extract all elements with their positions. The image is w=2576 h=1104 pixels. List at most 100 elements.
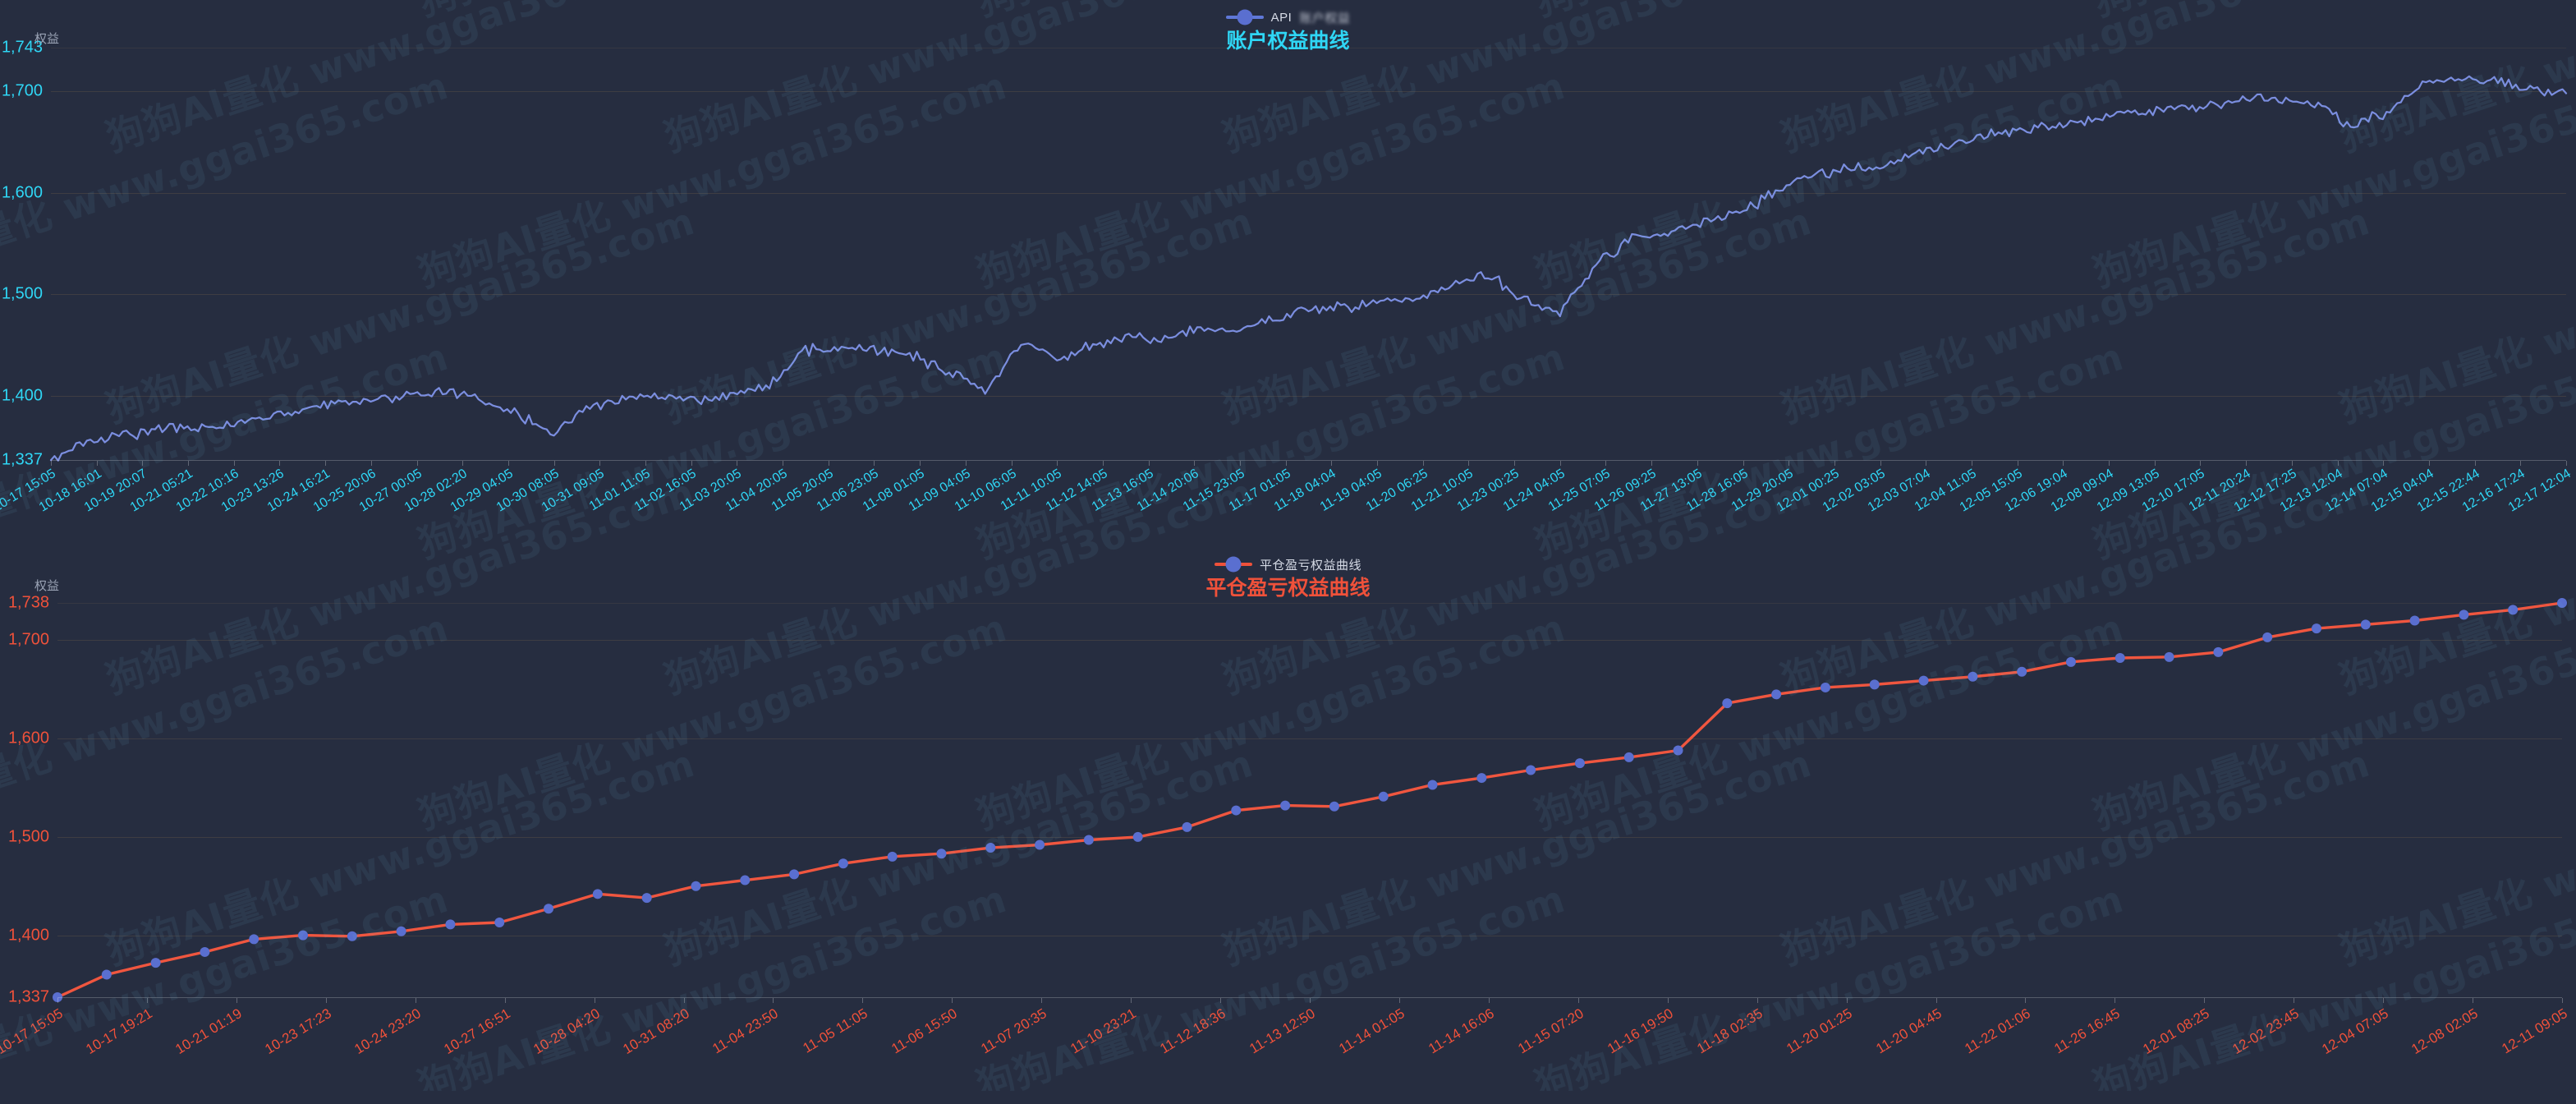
x-axis-tick [1194, 461, 1196, 466]
x-axis-tick [236, 998, 237, 1003]
x-axis-tick [279, 461, 281, 466]
x-axis-tick [1285, 461, 1287, 466]
x-axis-tick [2154, 461, 2156, 466]
x-axis-tick [2383, 998, 2385, 1003]
y-axis-tick-label: 1,600 [7, 729, 49, 748]
x-axis-tick [645, 461, 646, 466]
x-axis-tick [2383, 461, 2385, 466]
x-axis-tick [1239, 461, 1241, 466]
gridline [57, 603, 2562, 604]
x-axis-tick [1935, 998, 1937, 1003]
x-axis-tick [1377, 461, 1379, 466]
x-axis-tick [1331, 461, 1333, 466]
x-axis-tick [325, 461, 327, 466]
x-axis-tick [504, 998, 506, 1003]
x-axis-tick [862, 998, 864, 1003]
series-line-account-equity [49, 75, 2568, 462]
x-axis-tick [325, 998, 327, 1003]
x-axis-tick [1651, 461, 1653, 466]
x-axis-tick [1577, 998, 1579, 1003]
x-axis-tick [2566, 461, 2567, 466]
x-axis-tick [2520, 461, 2522, 466]
x-axis-tick [2204, 998, 2206, 1003]
legend-marker-icon [1214, 563, 1252, 566]
x-axis-tick [1880, 461, 1881, 466]
x-axis-tick [1468, 461, 1470, 466]
series-line-closed-pnl-equity [53, 598, 2567, 1002]
x-axis-tick [1846, 998, 1848, 1003]
y-axis-tick-label: 1,743 [1, 38, 43, 57]
x-axis-tick [1514, 461, 1516, 466]
x-axis-tick [1041, 998, 1043, 1003]
chart-panel-closed-pnl: 平仓盈亏权益曲线 平仓盈亏权益曲线 权益 1,738 1,700 1,600 1,50… [0, 545, 2576, 1091]
legend-label-closed-pnl: 平仓盈亏权益曲线 [1259, 558, 1361, 573]
x-axis-tick [233, 461, 235, 466]
x-axis-tick [1422, 461, 1424, 466]
y-axis-account-equity: 1,743 1,700 1,600 1,500 1,400 1,337 [0, 0, 43, 545]
x-axis-tick [920, 461, 921, 466]
x-axis-tick [2025, 998, 2027, 1003]
x-axis-tick [1605, 461, 1607, 466]
y-axis-tick-label: 1,700 [7, 630, 49, 649]
legend-label-api: API [1270, 10, 1293, 25]
gridline [51, 91, 2566, 93]
x-axis-tick [874, 461, 875, 466]
y-axis-closed-pnl: 1,738 1,700 1,600 1,500 1,400 1,337 [0, 545, 49, 1091]
x-axis-tick [188, 461, 190, 466]
y-axis-tick-label: 1,400 [1, 386, 43, 405]
gridline [57, 640, 2562, 642]
x-axis-tick [370, 461, 372, 466]
x-axis-tick [1667, 998, 1669, 1003]
x-axis-tick [952, 998, 953, 1003]
y-axis-tick-label: 1,500 [7, 827, 49, 846]
y-axis-tick-label: 1,500 [1, 284, 43, 303]
y-axis-tick-label: 1,400 [7, 926, 49, 945]
x-axis-tick [51, 461, 52, 466]
legend-marker-icon [1225, 16, 1264, 19]
x-axis-tick [2063, 461, 2064, 466]
x-axis-tick [1488, 998, 1490, 1003]
gridline [51, 294, 2566, 296]
y-axis-tick-label: 1,738 [7, 593, 49, 612]
x-axis-tick [2474, 461, 2476, 466]
x-axis-tick [599, 461, 601, 466]
x-axis-tick [553, 461, 555, 466]
x-axis-tick [2246, 461, 2248, 466]
x-axis-line [51, 460, 2566, 461]
chart-title-closed-pnl: 平仓盈亏权益曲线 [1205, 577, 1371, 600]
x-axis-tick [1398, 998, 1400, 1003]
x-axis-tick [2428, 461, 2430, 466]
x-axis-tick [1559, 461, 1561, 466]
x-axis-tick [1697, 461, 1698, 466]
chart-panel-account-equity: API 账户权益 账户权益曲线 权益 1,743 1,700 1,600 1,500 1,… [0, 0, 2576, 545]
x-axis-line [57, 997, 2562, 998]
chart-legend-closed-pnl[interactable]: 平仓盈亏权益曲线 [0, 555, 2576, 573]
x-axis-tick [1834, 461, 1835, 466]
x-axis-tick [2337, 461, 2339, 466]
x-axis-tick [683, 998, 685, 1003]
x-axis-tick [146, 998, 148, 1003]
y-axis-tick-label: 1,337 [7, 987, 49, 1006]
chart-legend-account-equity[interactable]: API 账户权益 [0, 8, 2576, 26]
x-axis-tick [691, 461, 692, 466]
x-axis-tick [462, 461, 464, 466]
x-axis-tick [2109, 461, 2110, 466]
x-axis-tick [1756, 998, 1758, 1003]
x-axis-tick [1102, 461, 1104, 466]
x-axis-tick [1743, 461, 1744, 466]
x-axis-tick [1148, 461, 1150, 466]
legend-label-blurred: 账户权益 [1299, 11, 1351, 25]
x-axis-tick [2562, 998, 2563, 1003]
gridline [57, 738, 2562, 740]
x-axis-tick [1057, 461, 1058, 466]
x-axis-tick [507, 461, 509, 466]
y-axis-name-closed-pnl: 权益 [34, 579, 60, 593]
y-axis-tick-label: 1,337 [1, 450, 43, 469]
x-axis-tick [965, 461, 967, 466]
gridline [57, 836, 2562, 838]
y-axis-tick-label: 1,700 [1, 81, 43, 100]
x-axis-tick [2200, 461, 2202, 466]
gridline [51, 396, 2566, 398]
x-axis-tick [1220, 998, 1222, 1003]
x-axis-tick [1310, 998, 1311, 1003]
